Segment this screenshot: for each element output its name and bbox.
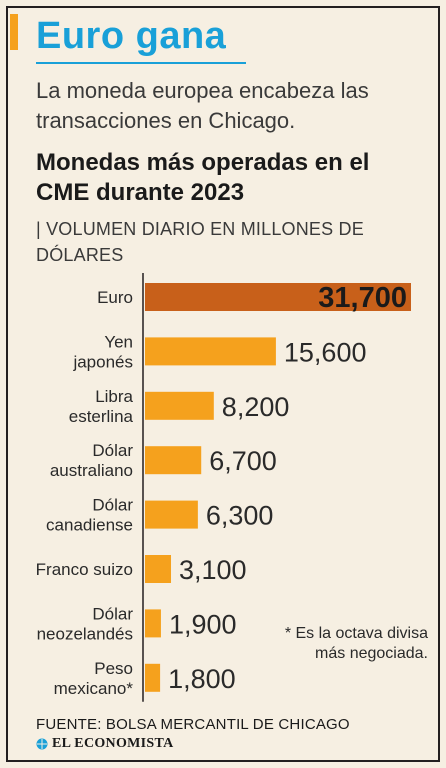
category-label: Peso (94, 659, 133, 678)
brand-logo: EL ECONOMISTA (36, 736, 174, 752)
bar (145, 555, 172, 583)
category-label: Franco suizo (36, 560, 133, 579)
category-label: australiano (50, 461, 133, 480)
globe-icon (36, 738, 48, 750)
value-label: 15,600 (284, 337, 367, 367)
brand-name: EL ECONOMISTA (52, 736, 174, 751)
value-label: 3,100 (179, 555, 247, 585)
bar (145, 500, 198, 529)
footnote: * Es la octava divisa más negociada. (284, 625, 428, 662)
value-label: 1,800 (168, 664, 236, 694)
category-label: Yen (104, 332, 133, 351)
chart-title: Monedas más operadas en el CME durante 2… (36, 149, 370, 206)
value-label: 31,700 (318, 282, 407, 314)
bar (145, 391, 214, 420)
bar (145, 337, 276, 366)
category-label: Dólar (92, 496, 133, 515)
unit-label: | VOLUMEN DIARIO EN MILLONES DE DÓLARES (36, 219, 364, 265)
category-label: Dólar (92, 604, 133, 623)
category-label: canadiense (46, 516, 133, 535)
subtitle: La moneda europea encabeza las transacci… (36, 78, 369, 133)
value-label: 6,300 (206, 501, 274, 531)
category-label: japonés (72, 352, 133, 371)
bar (145, 283, 411, 311)
source-label: FUENTE: BOLSA MERCANTIL DE CHICAGO (36, 716, 350, 733)
category-label: esterlina (69, 407, 134, 426)
headline-rule (36, 62, 246, 64)
infographic-frame (6, 6, 440, 762)
headline: Euro gana (36, 15, 227, 57)
category-label: Euro (97, 288, 133, 307)
bar (145, 446, 202, 475)
category-label: neozelandés (37, 624, 133, 643)
bar (145, 663, 161, 692)
category-label: mexicano* (54, 679, 134, 698)
bar (145, 609, 161, 638)
value-label: 1,900 (169, 609, 237, 639)
value-label: 8,200 (222, 392, 290, 422)
category-label: Libra (95, 387, 133, 406)
value-label: 6,700 (209, 446, 277, 476)
category-label: Dólar (92, 441, 133, 460)
accent-bar (10, 14, 18, 50)
